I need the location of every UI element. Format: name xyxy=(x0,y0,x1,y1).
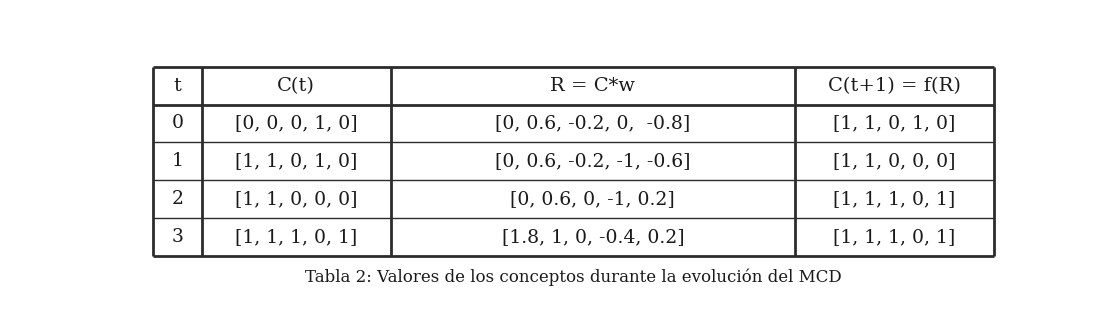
Text: [1.8, 1, 0, -0.4, 0.2]: [1.8, 1, 0, -0.4, 0.2] xyxy=(501,228,684,246)
Text: 2: 2 xyxy=(171,190,184,208)
Bar xyxy=(391,105,794,142)
Text: [0, 0, 0, 1, 0]: [0, 0, 0, 1, 0] xyxy=(235,115,358,132)
Text: [0, 0.6, -0.2, 0,  -0.8]: [0, 0.6, -0.2, 0, -0.8] xyxy=(496,115,690,132)
Text: [1, 1, 1, 0, 1]: [1, 1, 1, 0, 1] xyxy=(834,228,956,246)
Text: C(t): C(t) xyxy=(278,77,316,95)
Text: 0: 0 xyxy=(171,115,184,132)
Bar xyxy=(794,67,994,105)
Bar xyxy=(391,142,794,180)
Text: R = C*w: R = C*w xyxy=(551,77,636,95)
Bar xyxy=(201,218,391,256)
Bar xyxy=(391,180,794,218)
Text: [0, 0.6, 0, -1, 0.2]: [0, 0.6, 0, -1, 0.2] xyxy=(510,190,675,208)
Bar xyxy=(201,180,391,218)
Text: Tabla 2: Valores de los conceptos durante la evolución del MCD: Tabla 2: Valores de los conceptos durant… xyxy=(305,269,841,286)
Text: [1, 1, 1, 0, 1]: [1, 1, 1, 0, 1] xyxy=(235,228,357,246)
Bar xyxy=(153,180,201,218)
Text: [1, 1, 0, 0, 0]: [1, 1, 0, 0, 0] xyxy=(235,190,358,208)
Bar xyxy=(201,142,391,180)
Bar xyxy=(153,142,201,180)
Bar xyxy=(153,105,201,142)
Text: 1: 1 xyxy=(171,152,184,170)
Text: [1, 1, 0, 0, 0]: [1, 1, 0, 0, 0] xyxy=(834,152,956,170)
Bar xyxy=(391,67,794,105)
Bar xyxy=(794,105,994,142)
Bar xyxy=(153,218,201,256)
Bar xyxy=(153,67,201,105)
Bar xyxy=(201,67,391,105)
Text: [0, 0.6, -0.2, -1, -0.6]: [0, 0.6, -0.2, -1, -0.6] xyxy=(495,152,690,170)
Bar xyxy=(794,142,994,180)
Text: [1, 1, 0, 1, 0]: [1, 1, 0, 1, 0] xyxy=(235,152,357,170)
Text: [1, 1, 1, 0, 1]: [1, 1, 1, 0, 1] xyxy=(834,190,956,208)
Text: 3: 3 xyxy=(171,228,184,246)
Bar xyxy=(201,105,391,142)
Bar xyxy=(794,218,994,256)
Text: t: t xyxy=(173,77,181,95)
Bar xyxy=(391,218,794,256)
Text: C(t+1) = f(R): C(t+1) = f(R) xyxy=(828,77,961,95)
Bar xyxy=(794,180,994,218)
Text: [1, 1, 0, 1, 0]: [1, 1, 0, 1, 0] xyxy=(834,115,956,132)
